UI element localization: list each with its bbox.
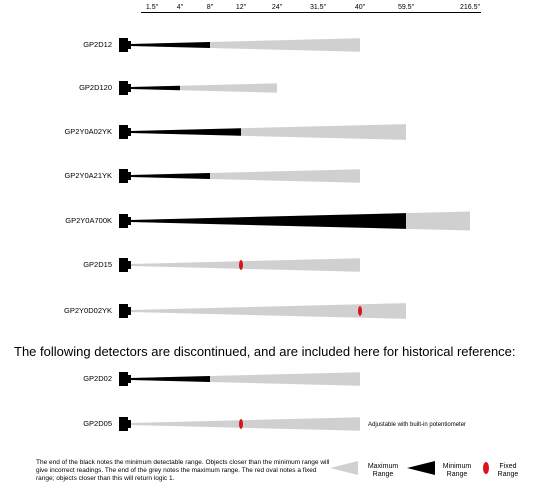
potentiometer-note: Adjustable with built-in potentiometer bbox=[368, 422, 467, 428]
sensor-lens-icon bbox=[128, 261, 131, 269]
sensor-label: GP2D15 bbox=[83, 260, 112, 269]
sensor-emitter-icon bbox=[119, 81, 128, 95]
sensor-emitter-icon bbox=[119, 214, 128, 228]
fixed-range-marker bbox=[358, 306, 362, 316]
sensor-emitter-icon bbox=[119, 372, 128, 386]
sensor-lens-icon bbox=[128, 420, 131, 428]
sensor-label: GP2Y0A700K bbox=[65, 216, 112, 225]
max-range-wedge bbox=[131, 417, 360, 431]
sensor-label: GP2D02 bbox=[83, 374, 112, 383]
scale-tick-label: 40" bbox=[354, 4, 366, 11]
sensor-emitter-icon bbox=[119, 304, 128, 318]
fixed-range-marker bbox=[239, 419, 243, 429]
legend-min-wedge bbox=[407, 461, 435, 475]
sensor-emitter-icon bbox=[119, 38, 128, 52]
legend-min-line2: Range bbox=[446, 471, 468, 478]
sensor-emitter-icon bbox=[119, 417, 128, 431]
sensor-lens-icon bbox=[128, 307, 131, 315]
sensor-label: GP2D12 bbox=[83, 40, 112, 49]
max-range-wedge bbox=[131, 124, 406, 140]
legend-max-wedge bbox=[330, 461, 358, 475]
min-range-wedge bbox=[131, 213, 406, 229]
min-range-wedge bbox=[131, 376, 210, 382]
sensor-label: GP2Y0A21YK bbox=[64, 171, 112, 180]
min-range-wedge bbox=[131, 42, 210, 48]
legend-min-label: Minimum Range bbox=[443, 463, 471, 479]
scale-tick-label: 59.5" bbox=[397, 4, 415, 11]
sensor-lens-icon bbox=[128, 128, 131, 136]
scale-tick-label: 1.5" bbox=[145, 4, 159, 11]
max-range-wedge bbox=[131, 169, 360, 183]
sensor-lens-icon bbox=[128, 84, 131, 92]
sensor-lens-icon bbox=[128, 217, 131, 225]
legend-fixed-marker bbox=[483, 462, 489, 474]
max-range-wedge bbox=[131, 83, 277, 93]
legend-max-label: Maximum Range bbox=[368, 463, 398, 479]
min-range-wedge bbox=[131, 85, 180, 91]
discontinued-heading: The following detectors are discontinued… bbox=[14, 344, 516, 359]
scale-tick-label: 216.5" bbox=[459, 4, 481, 11]
min-range-wedge bbox=[131, 128, 241, 136]
legend-max-line1: Maximum bbox=[367, 463, 399, 470]
sensor-label: GP2Y0D02YK bbox=[64, 306, 112, 315]
legend-max-line2: Range bbox=[372, 471, 394, 478]
scale-tick-label: 12" bbox=[235, 4, 247, 11]
range-explanation-note: The end of the black notes the minimum d… bbox=[36, 459, 330, 482]
scale-tick-label: 8" bbox=[206, 4, 214, 11]
scale-tick-label: 4" bbox=[176, 4, 184, 11]
sensor-lens-icon bbox=[128, 41, 131, 49]
sensor-label: GP2D120 bbox=[79, 83, 112, 92]
sensor-emitter-icon bbox=[119, 125, 128, 139]
legend-fixed-line1: Fixed bbox=[499, 463, 517, 470]
max-range-wedge bbox=[131, 303, 406, 319]
sensor-lens-icon bbox=[128, 172, 131, 180]
sensor-label: GP2Y0A02YK bbox=[64, 127, 112, 136]
scale-tick-label: 31.5" bbox=[309, 4, 327, 11]
legend-min-line1: Minimum bbox=[442, 463, 472, 470]
sensor-emitter-icon bbox=[119, 258, 128, 272]
legend-fixed-line2: Range bbox=[497, 471, 519, 478]
max-range-wedge bbox=[131, 372, 360, 386]
sensor-emitter-icon bbox=[119, 169, 128, 183]
sensor-lens-icon bbox=[128, 375, 131, 383]
scale-axis-line bbox=[141, 12, 481, 13]
legend-fixed-label: Fixed Range bbox=[498, 463, 519, 479]
max-range-wedge bbox=[131, 258, 360, 272]
scale-tick-label: 24" bbox=[271, 4, 283, 11]
sensor-label: GP2D05 bbox=[83, 419, 112, 428]
min-range-wedge bbox=[131, 173, 210, 179]
max-range-wedge bbox=[131, 38, 360, 52]
fixed-range-marker bbox=[239, 260, 243, 270]
